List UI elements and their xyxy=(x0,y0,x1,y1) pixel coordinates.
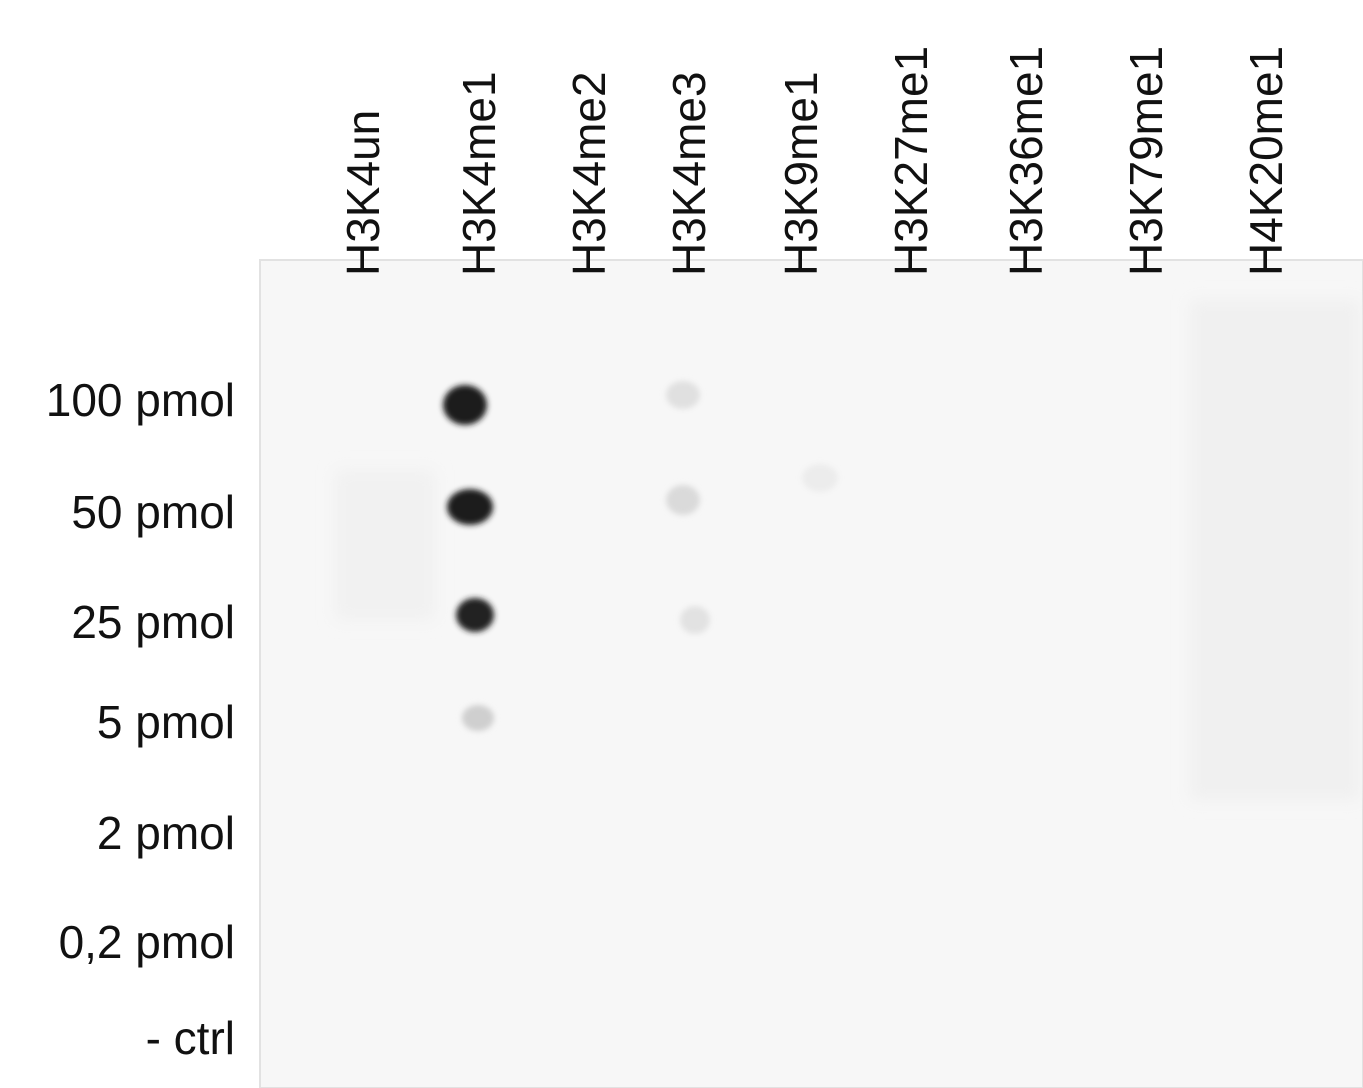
membrane xyxy=(259,259,1363,1088)
column-label: H3K9me1 xyxy=(775,71,827,276)
dot xyxy=(666,381,700,409)
dot xyxy=(680,606,710,634)
column-label: H3K4me3 xyxy=(663,71,715,276)
dot xyxy=(462,705,494,731)
column-label: H3K27me1 xyxy=(885,46,937,276)
background-smudge xyxy=(1190,300,1360,800)
row-label: 50 pmol xyxy=(71,486,235,538)
row-label: 5 pmol xyxy=(97,696,235,748)
dots xyxy=(443,381,838,731)
row-label: 25 pmol xyxy=(71,596,235,648)
dot xyxy=(443,385,487,425)
row-label: 100 pmol xyxy=(46,374,235,426)
column-label: H3K79me1 xyxy=(1120,46,1172,276)
column-label: H3K4me1 xyxy=(453,71,505,276)
column-label: H3K4me2 xyxy=(563,71,615,276)
row-label: - ctrl xyxy=(146,1012,235,1064)
dot xyxy=(456,598,494,632)
dot xyxy=(447,489,493,525)
row-label: 2 pmol xyxy=(97,807,235,859)
column-label: H3K4un xyxy=(337,110,389,276)
background-smudge xyxy=(335,470,435,620)
dot xyxy=(802,464,838,492)
row-label: 0,2 pmol xyxy=(59,916,235,968)
dot xyxy=(666,485,700,515)
column-label: H4K20me1 xyxy=(1240,46,1292,276)
column-label: H3K36me1 xyxy=(1000,46,1052,276)
